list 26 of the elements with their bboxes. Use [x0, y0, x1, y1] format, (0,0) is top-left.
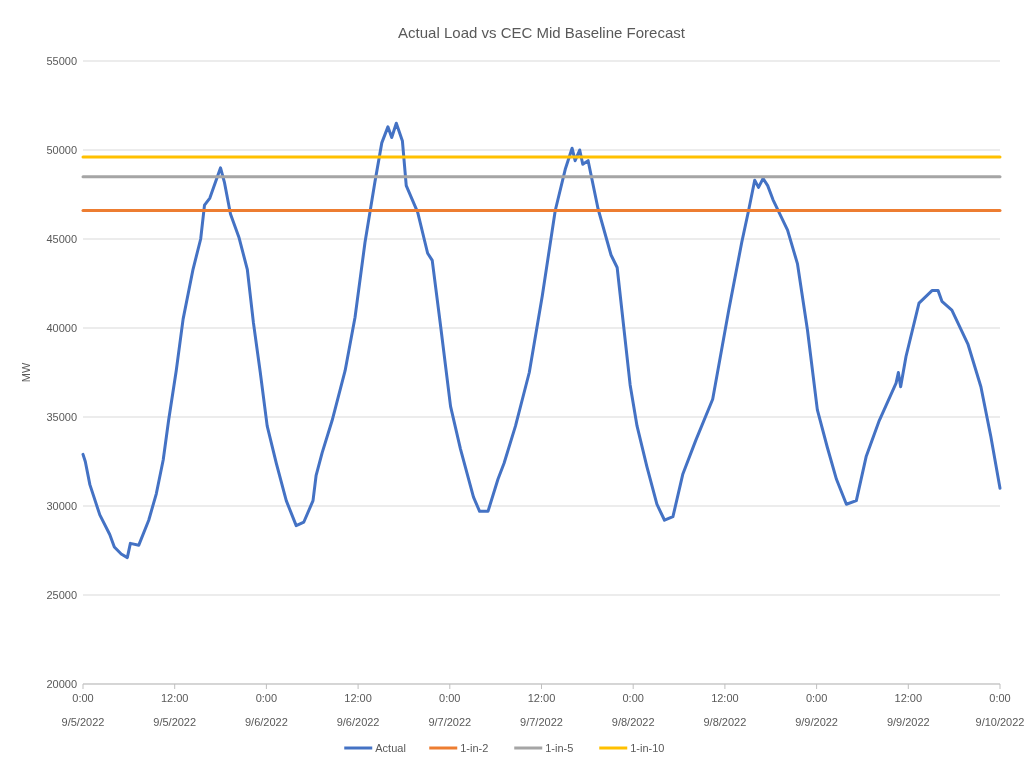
x-tick-label: 0:00 9/5/2022	[61, 692, 105, 728]
legend-label: 1-in-2	[460, 741, 489, 754]
legend-label: Actual	[375, 741, 406, 754]
x-tick-label: 12:00 9/6/2022	[336, 692, 380, 728]
y-axis-title: MW	[20, 362, 32, 383]
y-tick-label: 55000	[46, 54, 77, 67]
x-tick-label: 12:00 9/7/2022	[520, 692, 563, 728]
x-tick-label: 0:00 9/7/2022	[428, 692, 472, 728]
x-tick-label: 12:00 9/5/2022	[153, 692, 197, 728]
x-tick-label: 0:00 9/6/2022	[244, 692, 288, 728]
x-tick-label: 0:00 9/10/2022	[975, 692, 1025, 728]
chart-title: Actual Load vs CEC Mid Baseline Forecast	[398, 24, 686, 41]
y-tick-label: 30000	[46, 499, 77, 512]
y-tick-label: 35000	[46, 410, 77, 423]
x-tick-label: 0:00 9/9/2022	[795, 692, 839, 728]
x-tick-label: 12:00 9/8/2022	[703, 692, 747, 728]
x-tick-label: 12:00 9/9/2022	[886, 692, 930, 728]
y-tick-label: 20000	[46, 677, 77, 690]
y-tick-label: 25000	[46, 588, 77, 601]
y-tick-label: 45000	[46, 232, 77, 245]
line-series	[81, 121, 1002, 560]
y-tick-label: 50000	[46, 143, 77, 156]
y-tick-label: 40000	[46, 321, 77, 334]
legend-label: 1-in-10	[630, 741, 665, 754]
x-tick-label: 0:00 9/8/2022	[611, 692, 655, 728]
legend-label: 1-in-5	[545, 741, 574, 754]
